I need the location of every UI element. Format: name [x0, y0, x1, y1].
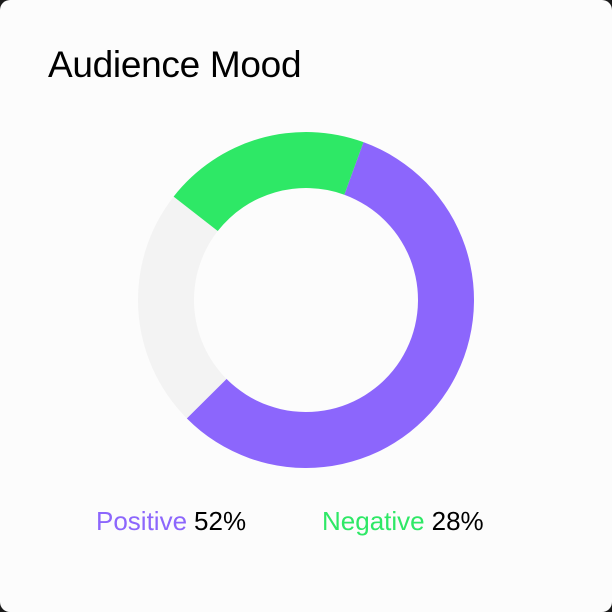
legend-value-negative: 28% [431, 506, 484, 536]
legend-item-negative: Negative 28% [322, 506, 484, 537]
donut-slice-negative [173, 132, 364, 232]
donut-slice-neutral [138, 196, 227, 419]
chart-title: Audience Mood [48, 44, 302, 85]
legend-item-positive: Positive 52% [96, 506, 246, 537]
legend-value-positive: 52% [194, 506, 247, 536]
donut-slice-positive [186, 142, 474, 468]
legend-label-positive: Positive [96, 506, 188, 536]
legend-label-negative: Negative [322, 506, 425, 536]
